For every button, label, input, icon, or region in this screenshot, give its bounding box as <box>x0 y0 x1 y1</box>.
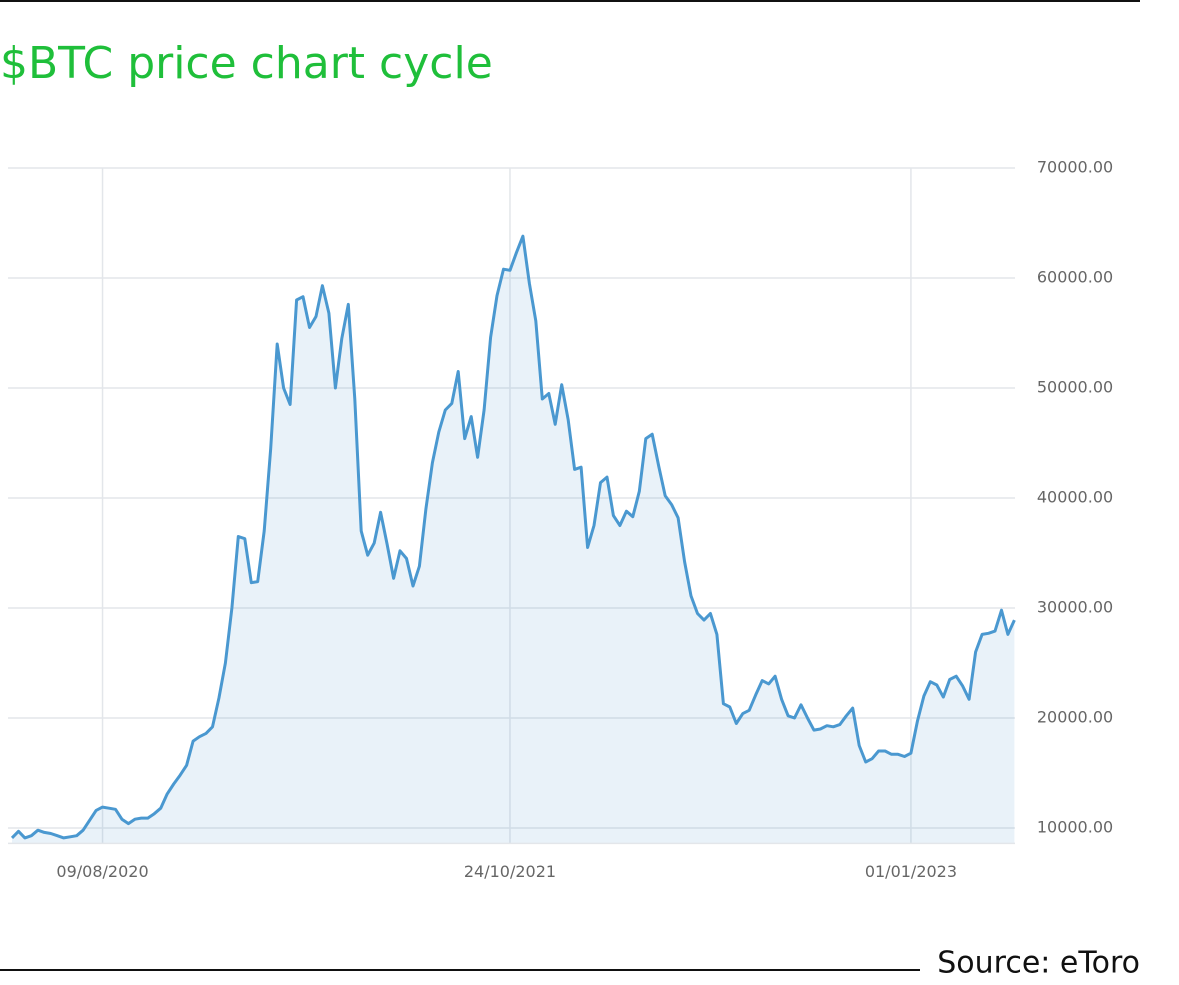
source: Source: eToro <box>937 946 1140 981</box>
line <box>10 234 1016 840</box>
y-tick-label: 30000.00 <box>1037 598 1113 617</box>
y-tick-label: 10000.00 <box>1037 818 1113 837</box>
y-tick-label: 60000.00 <box>1037 268 1113 287</box>
y-tick-label: 40000.00 <box>1037 488 1113 507</box>
x-tick-label: 01/01/2023 <box>865 862 957 881</box>
area <box>12 236 1015 844</box>
x-tick-label: 24/10/2021 <box>464 862 556 881</box>
x-tick-label: 09/08/2020 <box>56 862 148 881</box>
y-tick-label: 50000.00 <box>1037 378 1113 397</box>
y-tick-label: 70000.00 <box>1037 158 1113 177</box>
y-tick-label: 20000.00 <box>1037 708 1113 727</box>
chart-title: $BTC price chart cycle <box>0 38 493 89</box>
plot: 09/08/2020 24/10/2021 01/01/2023 10000.00 20… <box>8 158 1113 881</box>
